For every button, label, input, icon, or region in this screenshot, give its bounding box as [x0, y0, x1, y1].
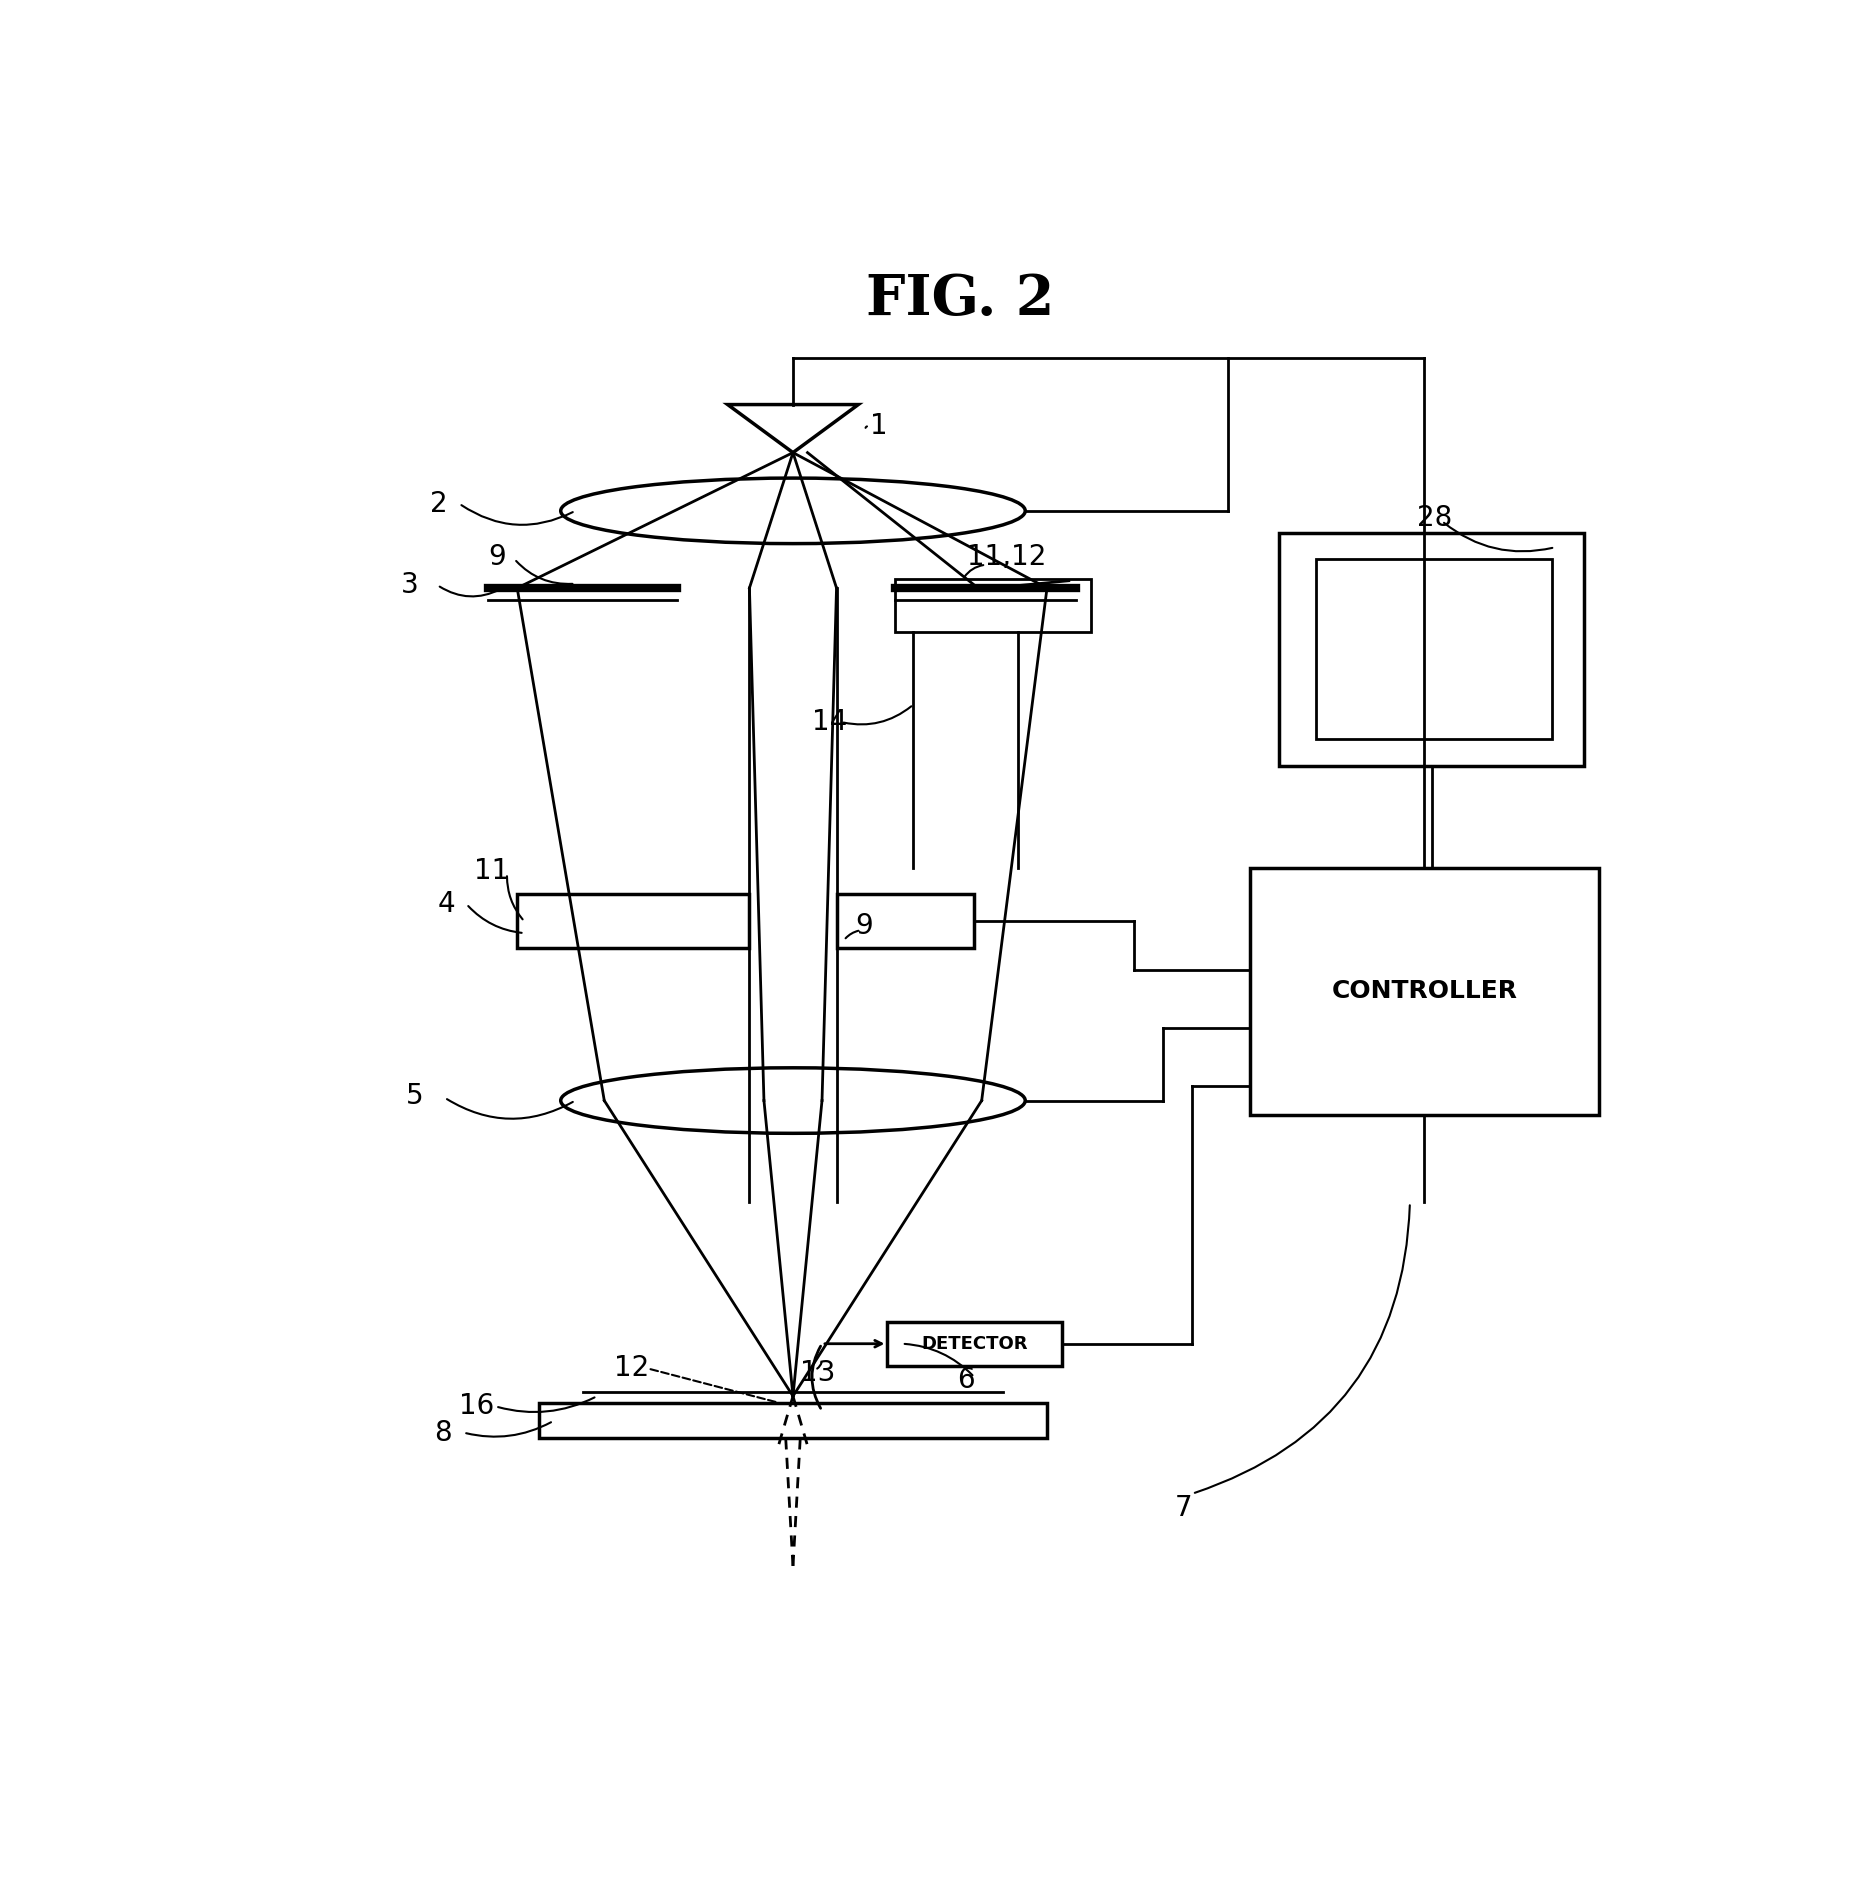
- Text: 7: 7: [1174, 1494, 1193, 1522]
- Text: 9: 9: [856, 911, 873, 940]
- Text: 16: 16: [459, 1392, 494, 1420]
- Text: 12: 12: [614, 1354, 650, 1382]
- Text: 11: 11: [474, 857, 509, 885]
- Text: 4: 4: [436, 891, 455, 917]
- Text: 28: 28: [1418, 505, 1452, 531]
- Text: 13: 13: [800, 1360, 835, 1386]
- Text: 8: 8: [435, 1418, 451, 1447]
- Text: 1: 1: [869, 412, 888, 441]
- Text: 9: 9: [489, 543, 506, 571]
- Text: 2: 2: [431, 490, 448, 518]
- Text: 5: 5: [405, 1082, 423, 1110]
- Text: 3: 3: [401, 571, 420, 599]
- Text: CONTROLLER: CONTROLLER: [1332, 980, 1517, 1004]
- Text: 6: 6: [957, 1365, 974, 1394]
- Text: 14: 14: [811, 707, 847, 736]
- Text: FIG. 2: FIG. 2: [865, 272, 1054, 327]
- Text: DETECTOR: DETECTOR: [922, 1335, 1028, 1352]
- Text: 11,12: 11,12: [966, 543, 1047, 571]
